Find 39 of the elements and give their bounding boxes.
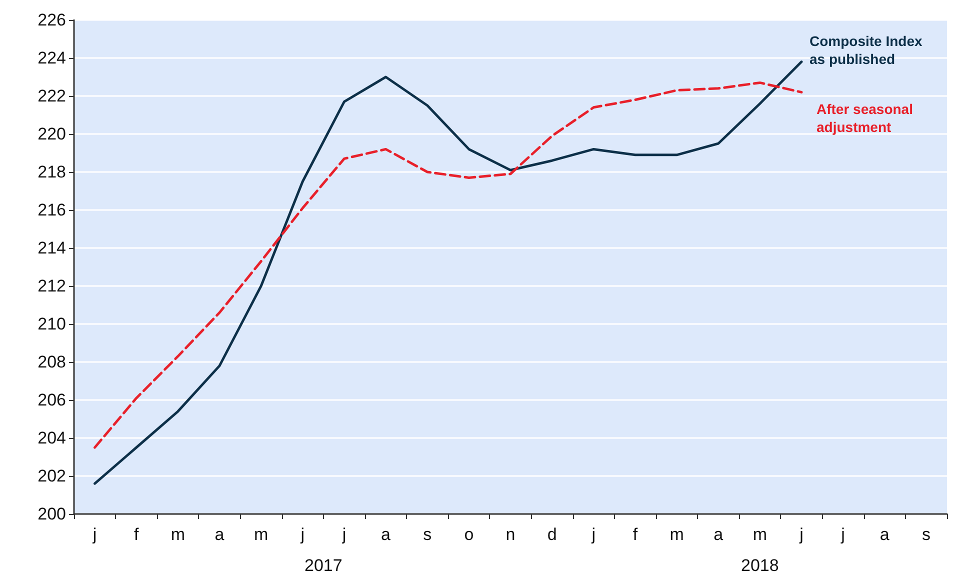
y-tick-label: 224: [38, 48, 66, 68]
x-tick-label: n: [506, 525, 516, 544]
x-tick-label: s: [922, 525, 930, 544]
text: 2018: [741, 556, 779, 575]
text: 2017: [304, 556, 342, 575]
series-label: Composite Index as published: [810, 32, 923, 67]
x-tick-label: m: [670, 525, 684, 544]
x-tick-label: s: [423, 525, 432, 544]
y-tick-label: 218: [38, 162, 66, 182]
y-tick-label: 210: [38, 314, 66, 334]
x-tick-label: a: [381, 525, 392, 544]
x-tick-label: o: [464, 525, 474, 544]
y-tick-label: 214: [38, 238, 66, 258]
x-tick-label: a: [714, 525, 724, 544]
y-tick-label: 216: [38, 200, 66, 220]
y-tick-label: 206: [38, 390, 66, 410]
x-tick-label: m: [752, 525, 768, 544]
series-label: After seasonal adjustment: [816, 101, 913, 136]
y-tick-label: 226: [38, 10, 66, 30]
x-tick-label: a: [214, 525, 225, 544]
x-tick-label: j: [590, 525, 596, 544]
y-tick-label: 220: [38, 124, 66, 144]
y-tick-label: 222: [38, 86, 66, 106]
y-tick-label: 202: [38, 466, 66, 486]
y-tick-label: 200: [38, 504, 66, 524]
x-tick-label: j: [798, 525, 804, 544]
x-tick-label: j: [341, 525, 346, 544]
x-tick-label: a: [880, 525, 890, 544]
y-tick-label: 204: [38, 428, 66, 448]
x-tick-label: f: [632, 525, 638, 544]
x-tick-label: m: [170, 525, 186, 544]
x-tick-label: j: [92, 525, 97, 544]
y-tick-label: 212: [38, 276, 66, 296]
x-tick-label: j: [300, 525, 305, 544]
x-tick-label: m: [254, 525, 268, 544]
x-tick-label: f: [134, 525, 139, 544]
x-tick-label: j: [840, 525, 845, 544]
x-tick-label: d: [547, 525, 557, 544]
y-tick-label: 208: [38, 352, 66, 372]
